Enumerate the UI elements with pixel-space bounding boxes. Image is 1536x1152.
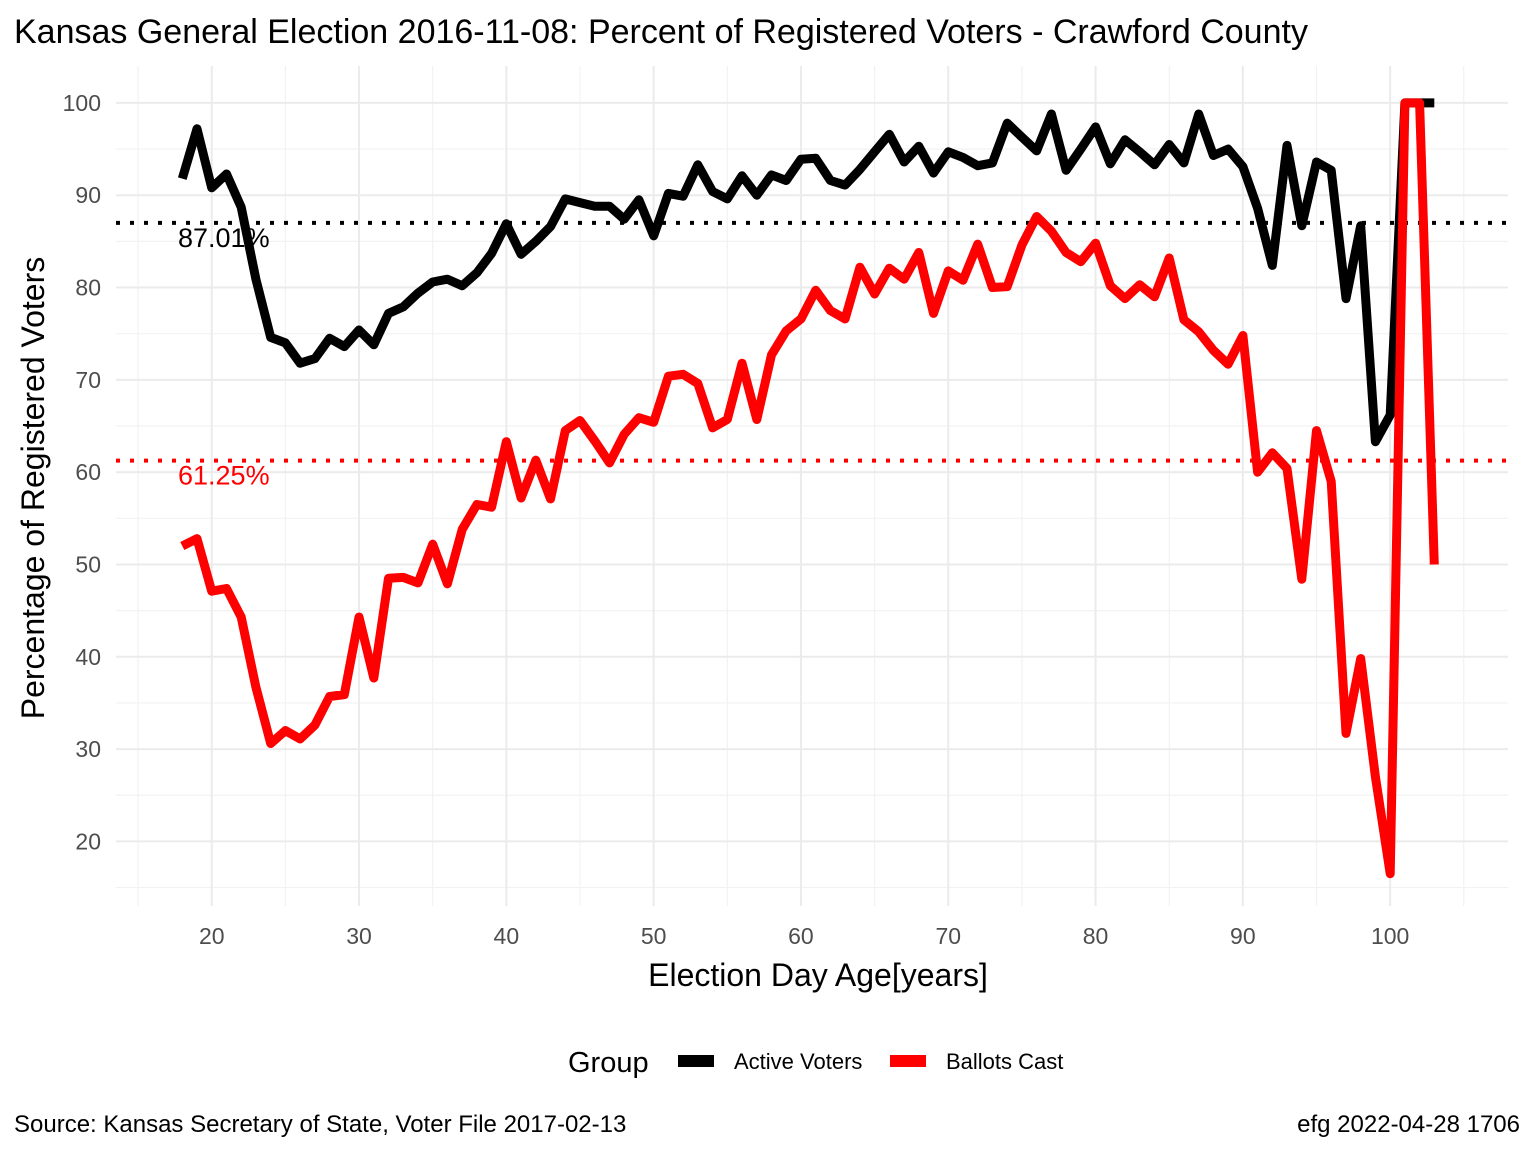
x-tick-label: 50 (641, 923, 667, 949)
grid-minor (116, 66, 1508, 906)
x-tick-label: 90 (1230, 923, 1256, 949)
y-tick-label: 30 (75, 736, 101, 762)
x-tick-label: 80 (1083, 923, 1109, 949)
legend: Group Active Voters Ballots Cast (568, 1047, 1063, 1079)
series-lines (177, 98, 1439, 879)
y-axis-title: Percentage of Registered Voters (15, 257, 51, 720)
legend-key-active-voters (678, 1055, 714, 1067)
series-line-ballots-cast (180, 98, 1439, 879)
y-tick-label: 50 (75, 551, 101, 577)
y-tick-label: 40 (75, 644, 101, 670)
legend-label-active-voters: Active Voters (734, 1049, 862, 1074)
x-axis-title: Election Day Age[years] (648, 957, 988, 993)
reference-label-0: 87.01% (178, 223, 270, 253)
x-tick-label: 30 (346, 923, 372, 949)
reference-label-1: 61.25% (178, 461, 270, 491)
legend-key-ballots-cast (890, 1055, 926, 1067)
y-tick-label: 70 (75, 367, 101, 393)
x-tick-label: 40 (494, 923, 520, 949)
series-line-active-voters (177, 98, 1435, 447)
x-tick-label: 60 (788, 923, 814, 949)
y-tick-label: 90 (75, 182, 101, 208)
y-tick-label: 60 (75, 459, 101, 485)
x-tick-label: 20 (199, 923, 225, 949)
y-axis-ticks: 20 30 40 50 60 70 80 90 100 (63, 90, 101, 854)
legend-title: Group (568, 1047, 649, 1079)
x-tick-label: 100 (1371, 923, 1409, 949)
y-tick-label: 100 (63, 90, 101, 116)
source-caption: Source: Kansas Secretary of State, Voter… (14, 1111, 626, 1138)
y-tick-label: 80 (75, 275, 101, 301)
chart-title: Kansas General Election 2016-11-08: Perc… (14, 13, 1308, 51)
x-tick-label: 70 (935, 923, 961, 949)
credit-caption: efg 2022-04-28 1706 (1297, 1111, 1520, 1138)
y-tick-label: 20 (75, 828, 101, 854)
legend-label-ballots-cast: Ballots Cast (946, 1049, 1063, 1074)
x-axis-ticks: 20 30 40 50 60 70 80 90 100 (199, 923, 1409, 949)
reference-labels: 87.01% 61.25% (178, 223, 270, 491)
